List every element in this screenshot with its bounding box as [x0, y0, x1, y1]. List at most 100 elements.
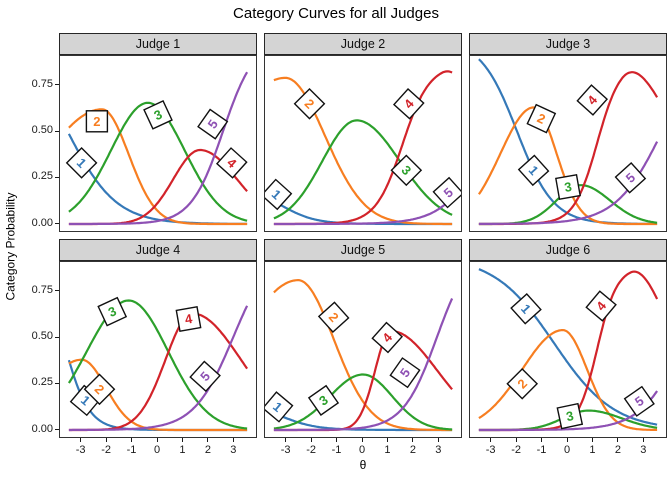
curve-category-1 [273, 200, 453, 226]
y-tick-label: 0.25 [31, 170, 53, 183]
panel-judge-6: 1 2 3 4 5 [469, 261, 667, 438]
curve-label-box-1: 1 [517, 154, 550, 187]
curve-category-5 [273, 197, 453, 226]
curve-label-box-3: 3 [307, 384, 340, 416]
panel-judge-6-plot: 1 2 3 4 5 [478, 268, 659, 432]
facet-strip-judge-1: Judge 1 [59, 33, 257, 55]
x-tick-mark [232, 438, 234, 442]
y-tick-mark [55, 290, 59, 292]
x-tick-mark [617, 438, 619, 442]
x-tick-mark [412, 438, 414, 442]
x-tick-label: 3 [230, 444, 237, 456]
x-tick-mark [515, 438, 517, 442]
curve-label-box-5: 5 [189, 360, 221, 393]
x-tick-label: 2 [204, 444, 211, 456]
curve-label-box-2: 2 [293, 87, 326, 120]
curve-label-box-2: 2 [317, 301, 350, 334]
facet-strip-judge-5: Judge 5 [264, 239, 462, 261]
panel-judge-1: 1 2 3 4 5 [59, 55, 257, 232]
facet-strip-label: Judge 1 [135, 37, 181, 51]
curve-label-box-3: 3 [143, 100, 173, 130]
curve-label-box-3: 3 [97, 296, 128, 327]
curve-label-box-2: 2 [526, 103, 557, 134]
x-tick-label: -3 [280, 444, 291, 456]
curve-label-box-5: 5 [614, 161, 647, 194]
curve-label-box-4: 4 [371, 321, 404, 354]
curve-label-box-3: 3 [390, 154, 423, 187]
y-axis-title: Category Probability [3, 192, 18, 301]
curve-category-4 [478, 71, 659, 226]
curve-label-box-1: 1 [65, 147, 98, 179]
facet-strip-label: Judge 6 [545, 243, 591, 257]
curve-category-2 [273, 76, 453, 226]
curve-label-box-5: 5 [197, 108, 229, 140]
curve-label-box-2: 2 [506, 367, 539, 400]
facet-strip-judge-3: Judge 3 [469, 33, 667, 55]
x-tick-label: 1 [384, 444, 391, 456]
x-axis-title: θ [359, 458, 367, 472]
curve-category-1 [478, 268, 658, 426]
curve-category-5 [478, 390, 658, 432]
x-tick-mark [361, 438, 363, 442]
curve-label-box-2: 2 [83, 373, 116, 406]
curve-label-box-2: 2 [85, 110, 109, 133]
x-tick-mark [437, 438, 439, 442]
x-tick-mark [336, 438, 338, 442]
x-tick-mark [181, 438, 183, 442]
curve-category-3 [67, 299, 248, 430]
curve-category-3 [273, 119, 453, 220]
curve-category-4 [273, 329, 453, 432]
curve-category-2 [273, 278, 453, 432]
y-tick-label: 0.00 [31, 422, 53, 435]
curve-category-5 [68, 305, 249, 432]
x-tick-mark [541, 438, 543, 442]
facet-strip-label: Judge 4 [135, 243, 181, 257]
panel-judge-4-plot: 123 45 [67, 296, 249, 432]
facet-strip-label: Judge 2 [340, 37, 386, 51]
x-tick-mark [490, 438, 492, 442]
x-tick-label: -2 [306, 444, 316, 456]
x-tick-mark [566, 438, 568, 442]
y-tick-label: 0.25 [31, 376, 53, 389]
x-tick-label: 0 [563, 444, 571, 456]
x-tick-label: -2 [511, 444, 521, 456]
curve-label-box-4: 4 [585, 290, 617, 322]
y-tick-label: 0.75 [31, 283, 53, 296]
panel-judge-1-plot: 1 2 3 4 5 [65, 71, 249, 226]
x-tick-mark [131, 438, 133, 442]
y-tick-label: 0.50 [31, 330, 53, 342]
chart-title: Category Curves for all Judges [233, 5, 439, 22]
curve-label-text-2: 2 [93, 114, 100, 129]
curve-label-box-1: 1 [265, 178, 293, 211]
curve-label-box-3: 3 [556, 402, 584, 430]
curve-category-2 [478, 329, 658, 431]
x-tick-label: -1 [331, 444, 342, 456]
curve-label-box-1: 1 [510, 292, 542, 325]
y-tick-mark [55, 84, 59, 86]
x-tick-mark [591, 438, 593, 442]
x-tick-label: -1 [126, 444, 137, 456]
x-tick-label: 1 [589, 444, 596, 456]
y-tick-mark [55, 223, 59, 224]
y-tick-mark [55, 336, 59, 338]
y-tick-mark [55, 130, 59, 132]
x-tick-label: 3 [435, 444, 442, 456]
panel-judge-3: 1 2 3 4 5 [469, 55, 667, 232]
facet-strip-label: Judge 3 [545, 37, 591, 51]
curve-label-box-1: 1 [265, 391, 294, 423]
curve-label-text-4: 4 [184, 311, 194, 327]
curve-category-5 [68, 71, 249, 226]
panel-judge-3-plot: 1 2 3 4 5 [477, 58, 659, 226]
curve-category-2 [68, 108, 248, 226]
y-tick-label: 0.00 [31, 216, 53, 229]
curve-label-box-4: 4 [576, 84, 609, 116]
x-tick-mark [642, 438, 644, 442]
x-tick-mark [80, 438, 82, 442]
curve-category-5 [273, 298, 454, 432]
x-tick-label: 2 [409, 444, 416, 456]
x-tick-label: -2 [101, 444, 111, 456]
x-tick-mark [386, 438, 388, 442]
x-tick-mark [285, 438, 287, 442]
